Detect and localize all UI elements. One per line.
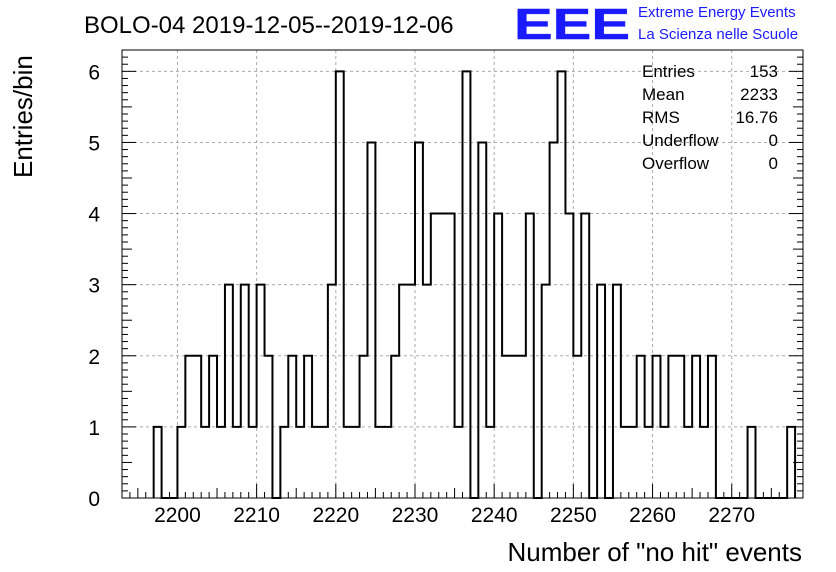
stats-box: Entries 153 Mean 2233 RMS 16.76 Underflow 0 Over… — [642, 62, 778, 173]
eee-logo-line1: Extreme Energy Events — [638, 4, 796, 21]
x-tick-label: 2220 — [312, 504, 359, 527]
y-tick-label: 1 — [88, 417, 100, 440]
y-tick-labels: 0 1 2 3 4 5 6 — [88, 61, 100, 511]
stat-value: 0 — [769, 154, 778, 173]
x-tick-labels: 2200 2210 2220 2230 2240 2250 2260 2270 — [154, 504, 755, 527]
stat-value: 0 — [769, 131, 778, 150]
y-axis-label: Entries/bin — [8, 55, 38, 178]
stat-value: 16.76 — [735, 108, 778, 127]
eee-logo: EEE Extreme Energy Events La Scienza nel… — [514, 0, 798, 49]
x-tick-label: 2200 — [154, 504, 201, 527]
x-tick-label: 2240 — [471, 504, 518, 527]
stat-label: Entries — [642, 62, 695, 81]
axis-ticks — [121, 49, 804, 499]
stat-label: Mean — [642, 85, 685, 104]
y-tick-label: 6 — [88, 61, 100, 84]
x-tick-label: 2250 — [550, 504, 597, 527]
x-tick-label: 2270 — [708, 504, 755, 527]
stat-value: 2233 — [740, 85, 778, 104]
x-tick-label: 2260 — [629, 504, 676, 527]
y-tick-label: 3 — [88, 275, 100, 298]
histogram-outline — [152, 70, 797, 499]
stat-value: 153 — [750, 62, 778, 81]
x-axis-label: Number of "no hit" events — [508, 537, 803, 567]
eee-logo-line2: La Scienza nelle Scuole — [638, 26, 798, 43]
stat-label: Underflow — [642, 131, 719, 150]
y-tick-label: 0 — [88, 488, 100, 511]
stat-label: Overflow — [642, 154, 710, 173]
y-tick-label: 4 — [88, 204, 100, 227]
y-tick-label: 2 — [88, 346, 100, 369]
stat-label: RMS — [642, 108, 680, 127]
chart-title: BOLO-04 2019-12-05--2019-12-06 — [84, 12, 454, 39]
x-tick-label: 2230 — [392, 504, 439, 527]
y-tick-label: 5 — [88, 132, 100, 155]
eee-logo-mark: EEE — [514, 0, 630, 49]
x-tick-label: 2210 — [233, 504, 280, 527]
